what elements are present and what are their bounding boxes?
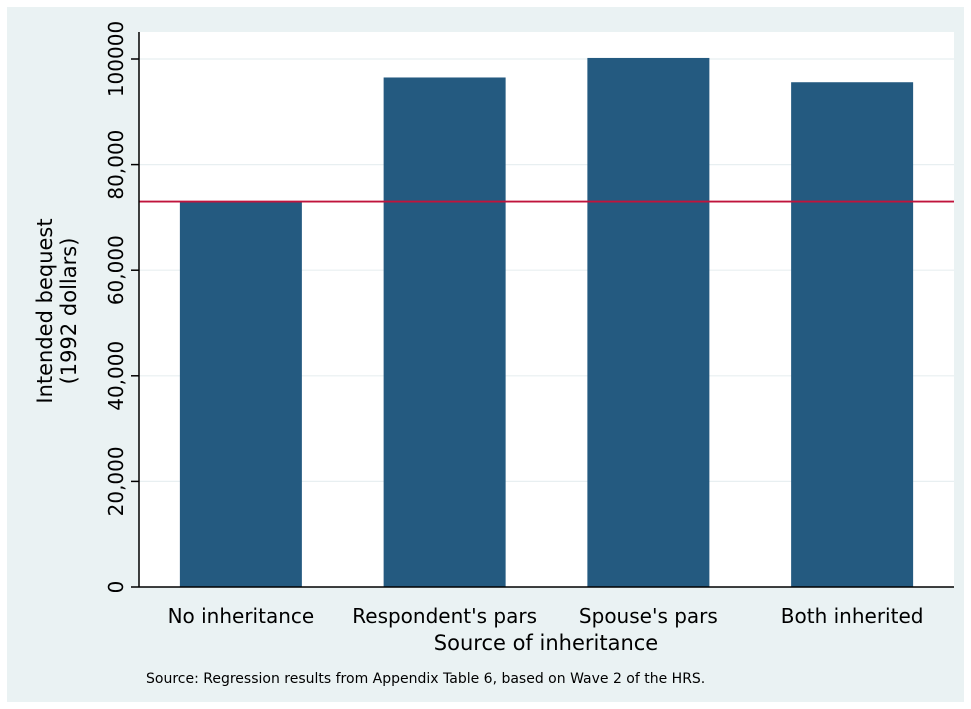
x-ticks: No inheritance Respondent's pars Spouse's … (168, 604, 924, 628)
y-tick-label: 0 (104, 581, 128, 594)
x-tick-label: Both inherited (781, 604, 924, 628)
bar (791, 82, 914, 588)
y-tick-label: 80,000 (104, 130, 128, 200)
source-note: Source: Regression results from Appendix… (146, 671, 705, 687)
y-ticks: 0 20,000 40,000 60,000 80,000 100000 (104, 21, 139, 594)
y-axis-title-line2: (1992 dollars) (57, 238, 81, 385)
y-tick-label: 20,000 (104, 446, 128, 516)
y-axis-title-line1: Intended bequest (33, 218, 57, 403)
x-tick-label: Respondent's pars (352, 604, 537, 628)
bar (179, 201, 302, 587)
y-tick-label: 60,000 (104, 235, 128, 305)
x-axis-title: Source of inheritance (434, 631, 658, 655)
x-tick-label: No inheritance (168, 604, 315, 628)
y-tick-label: 100000 (104, 21, 128, 97)
y-tick-label: 40,000 (104, 341, 128, 411)
x-tick-label: Spouse's pars (579, 604, 718, 628)
bar (383, 77, 506, 587)
bars (179, 57, 914, 588)
bar (587, 57, 710, 588)
